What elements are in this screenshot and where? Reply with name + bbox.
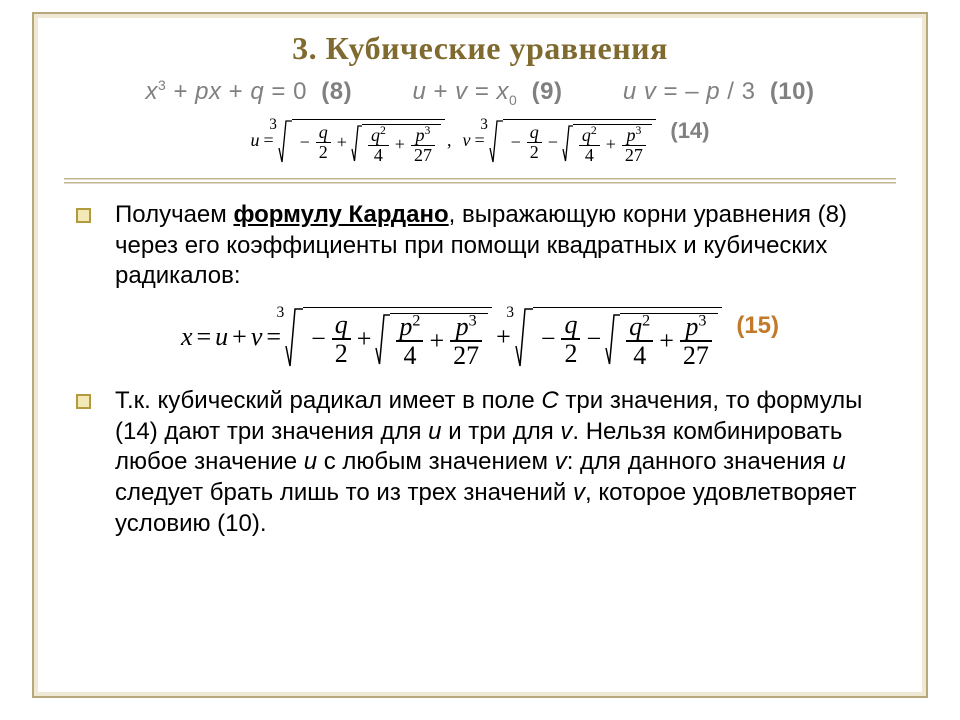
cuberoot-1: 3 − q2 + p24 + p327: [285, 306, 492, 368]
eq8-label: (8): [321, 78, 352, 105]
eq10-label: (10): [770, 78, 815, 105]
bullets-2: Т.к. кубический радикал имеет в поле C т…: [76, 386, 884, 540]
bullets: Получаем формулу Кардано, выражающую кор…: [76, 200, 884, 292]
formula-14: u = 3 − q2 + q24 +: [34, 118, 926, 164]
bullet-icon: [76, 208, 91, 223]
divider: [64, 178, 896, 184]
slide-frame: 3. Кубические уравнения x3 + px + q = 0 …: [32, 12, 928, 698]
bullet-1: Получаем формулу Кардано, выражающую кор…: [76, 200, 884, 292]
eq14-label: (14): [670, 118, 709, 143]
cuberoot-u: 3 − q2 + q24 + p327: [278, 118, 445, 164]
bullet-icon: [76, 394, 91, 409]
bullet-2: Т.к. кубический радикал имеет в поле C т…: [76, 386, 884, 540]
eq9-label: (9): [532, 78, 563, 105]
slide-title: 3. Кубические уравнения: [34, 30, 926, 67]
bullet1-text: Получаем формулу Кардано, выражающую кор…: [115, 200, 884, 292]
cuberoot-2: 3 − q2 − q24 + p327: [515, 306, 722, 368]
cuberoot-v: 3 − q2 − q24 + p327: [489, 118, 656, 164]
bullet2-text: Т.к. кубический радикал имеет в поле C т…: [115, 386, 884, 540]
equations-row: x3 + px + q = 0 (8) u + v = x0 (9) u v =…: [34, 77, 926, 108]
formula-15: x = u+v = 3 − q2 + p24: [34, 306, 926, 368]
eq15-label: (15): [736, 312, 779, 339]
slide: 3. Кубические уравнения x3 + px + q = 0 …: [0, 0, 960, 720]
